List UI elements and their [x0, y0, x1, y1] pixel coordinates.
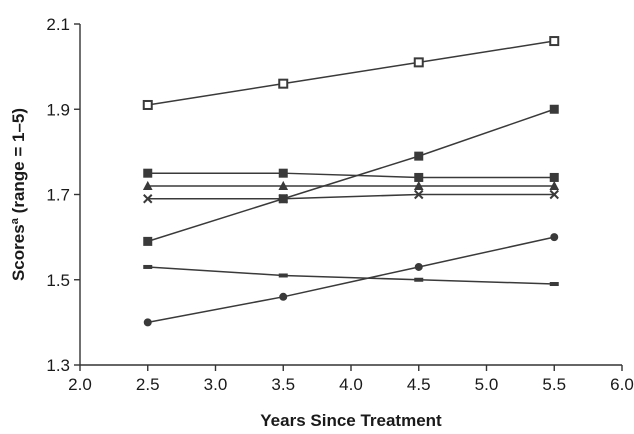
series-7	[143, 233, 559, 327]
y-axis-title: Scoresª (range = 1–5)	[9, 108, 28, 281]
data-point	[143, 264, 153, 269]
data-point	[278, 168, 288, 178]
series-4	[142, 180, 560, 190]
data-point	[549, 180, 560, 190]
data-point	[413, 57, 424, 68]
data-point	[143, 168, 153, 178]
data-point	[549, 104, 559, 114]
data-point	[142, 99, 153, 110]
x-axis-ticks: 2.0 2.5 3.0 3.5 4.0 4.5 5.0 5.5 6.0	[68, 365, 634, 394]
data-point	[143, 194, 153, 204]
x-axis-title: Years Since Treatment	[260, 411, 442, 430]
x-tick-label: 4.0	[339, 375, 363, 394]
data-point	[278, 273, 288, 278]
series-line	[147, 108, 555, 243]
data-point	[143, 318, 152, 327]
series-line	[147, 266, 555, 285]
data-point	[414, 262, 423, 271]
x-tick-label: 2.0	[68, 375, 92, 394]
x-tick-label: 5.0	[475, 375, 499, 394]
series-layer	[142, 36, 560, 327]
series-line	[147, 172, 555, 179]
data-point	[549, 36, 560, 47]
data-point	[142, 180, 153, 190]
y-tick-label: 2.1	[46, 15, 70, 34]
data-point	[143, 236, 153, 246]
y-tick-label: 1.7	[46, 186, 70, 205]
data-point	[549, 189, 559, 200]
series-3	[143, 168, 559, 182]
data-point	[279, 292, 288, 301]
data-point	[278, 180, 289, 190]
x-tick-label: 3.5	[271, 375, 295, 394]
y-tick-label: 1.5	[46, 271, 70, 290]
data-point	[413, 180, 424, 190]
y-tick-label: 1.9	[46, 100, 70, 119]
series-1	[142, 36, 560, 110]
data-point	[549, 282, 559, 287]
data-point	[414, 277, 424, 282]
data-point	[278, 194, 288, 204]
series-line	[147, 193, 555, 200]
y-axis-ticks: 1.3 1.5 1.7 1.9 2.1	[46, 15, 80, 375]
data-point	[549, 172, 559, 182]
data-point	[414, 189, 424, 200]
series-line	[147, 236, 555, 324]
x-tick-label: 5.5	[542, 375, 566, 394]
data-point	[278, 78, 289, 89]
x-tick-label: 4.5	[407, 375, 431, 394]
series-5	[143, 189, 559, 204]
data-point	[414, 172, 424, 182]
data-point	[550, 233, 559, 242]
data-point	[414, 151, 424, 161]
y-tick-label: 1.3	[46, 356, 70, 375]
x-tick-label: 3.0	[204, 375, 228, 394]
x-tick-label: 6.0	[610, 375, 634, 394]
x-tick-label: 2.5	[136, 375, 160, 394]
series-6	[143, 264, 559, 287]
series-line	[147, 40, 555, 106]
